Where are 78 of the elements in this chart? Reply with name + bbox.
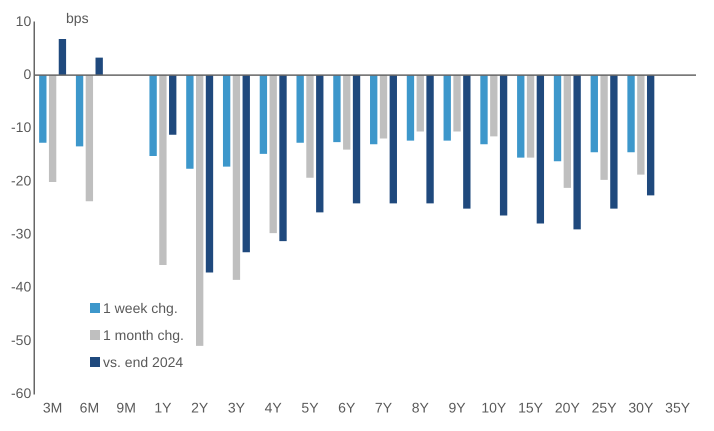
y-tick-label: 0 — [23, 66, 32, 82]
y-tick-label: -10 — [11, 119, 32, 136]
bar — [627, 75, 635, 152]
bar — [48, 75, 56, 182]
bar — [159, 75, 167, 265]
bar — [296, 75, 304, 143]
bar — [232, 75, 240, 280]
x-tick-label: 9Y — [448, 399, 466, 416]
x-tick-label: 10Y — [481, 399, 507, 416]
bar — [260, 75, 268, 154]
bar — [554, 75, 562, 162]
bar — [343, 75, 350, 150]
bar — [39, 75, 46, 143]
y-tick-label: -60 — [11, 385, 32, 402]
bar — [500, 75, 508, 216]
bar — [306, 75, 314, 178]
bar — [76, 75, 84, 146]
bar — [352, 75, 360, 204]
x-tick-label: 15Y — [518, 399, 544, 416]
bar — [610, 75, 618, 209]
bar — [96, 58, 103, 76]
bar — [149, 75, 157, 156]
bar — [490, 75, 498, 136]
x-tick-label: 25Y — [592, 399, 618, 416]
bar — [222, 75, 230, 167]
x-tick-label: 6Y — [338, 399, 356, 416]
x-tick-label: 7Y — [374, 399, 393, 416]
x-tick-label: 8Y — [412, 399, 430, 416]
x-tick-label: 20Y — [554, 399, 580, 416]
bar — [333, 75, 341, 142]
legend-label: 1 month chg. — [103, 326, 184, 342]
x-tick-label: 1Y — [154, 399, 172, 416]
bar — [637, 75, 645, 175]
bar — [517, 75, 524, 158]
x-tick-label: 35Y — [665, 399, 691, 416]
bar — [186, 75, 194, 169]
bar — [536, 75, 544, 224]
x-tick-label: 9M — [116, 399, 136, 416]
x-tick-label: 5Y — [301, 399, 320, 416]
x-tick-label: 30Y — [628, 399, 654, 416]
y-axis-title: bps — [66, 10, 89, 26]
bar — [426, 75, 434, 204]
y-tick-label: -40 — [11, 278, 32, 295]
y-tick-label: 10 — [16, 12, 32, 29]
bar — [406, 75, 414, 141]
bar — [526, 75, 534, 158]
y-tick-label: -30 — [11, 226, 32, 242]
bar — [86, 75, 94, 202]
legend-label: vs. end 2024 — [103, 354, 184, 370]
bar — [564, 75, 571, 188]
y-tick-label: -20 — [11, 172, 32, 188]
x-tick-label: 3M — [42, 399, 62, 416]
bar — [58, 39, 66, 76]
bar — [370, 75, 378, 144]
bar — [206, 75, 214, 272]
bar — [242, 75, 250, 252]
bar — [380, 75, 388, 138]
bar — [390, 75, 397, 204]
x-tick-label: 3Y — [228, 399, 246, 416]
bar — [196, 75, 204, 346]
y-tick-label: -50 — [11, 332, 32, 348]
bar — [463, 75, 471, 209]
x-tick-label: 4Y — [264, 399, 282, 416]
bar — [600, 75, 608, 180]
bar — [590, 75, 598, 152]
bar — [169, 75, 176, 135]
bar — [480, 75, 488, 144]
bar — [453, 75, 461, 132]
bar — [316, 75, 324, 212]
bar — [416, 75, 424, 132]
x-tick-label: 6M — [80, 399, 100, 416]
legend-label: 1 week chg. — [103, 300, 178, 316]
bar — [444, 75, 451, 141]
bar — [646, 75, 654, 196]
bar — [279, 75, 287, 242]
bar — [573, 75, 581, 230]
bar — [270, 75, 277, 234]
x-tick-label: 2Y — [191, 399, 209, 416]
